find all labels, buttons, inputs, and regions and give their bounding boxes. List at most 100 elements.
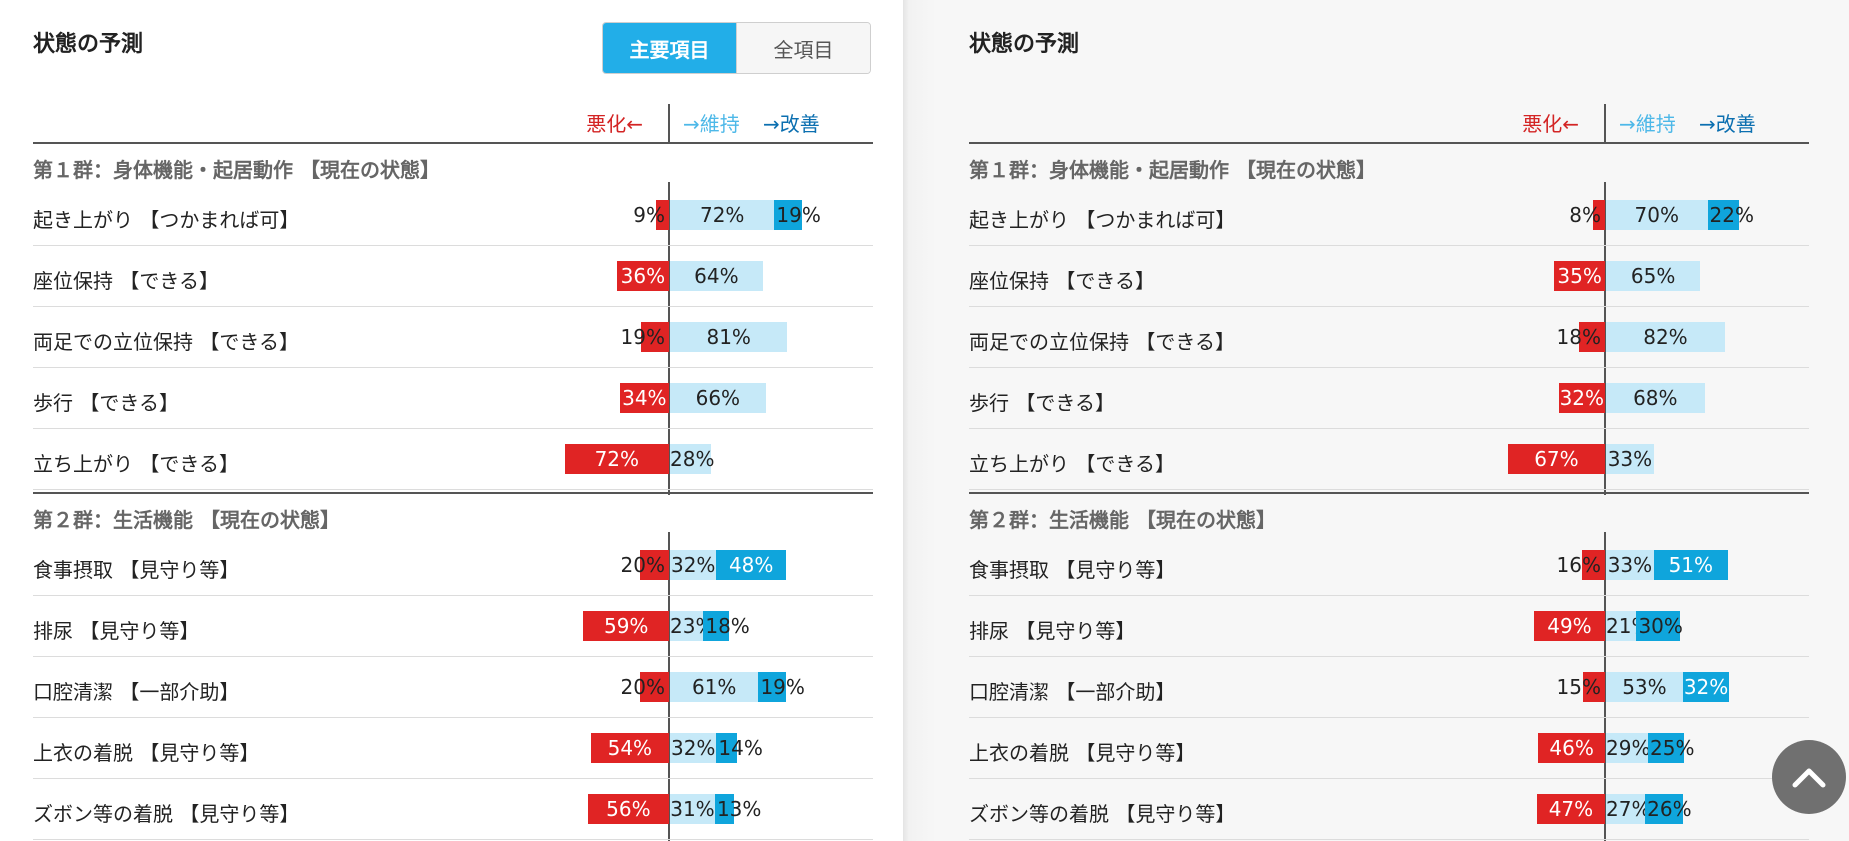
- improve-bar: [1645, 794, 1683, 824]
- maintain-bar: [670, 611, 704, 641]
- legend-axis: [1604, 104, 1606, 142]
- group-top-line: [969, 492, 1809, 494]
- maintain-bar: [1606, 794, 1646, 824]
- row-separator: [969, 367, 1809, 368]
- prediction-row: 排尿 【見守り等】 49% 21% 30%: [969, 597, 1809, 657]
- maintain-bar: [1606, 200, 1708, 230]
- row-separator: [969, 306, 1809, 307]
- row-separator: [33, 656, 873, 657]
- worse-bar: [1507, 444, 1605, 474]
- maintain-value: 66%: [695, 386, 741, 410]
- row-separator: [33, 428, 873, 429]
- worse-value: 46%: [1549, 736, 1594, 760]
- group-header: 第１群：身体機能・起居動作 【現在の状態】: [969, 158, 1376, 182]
- row-label: 両足での立位保持 【できる】: [33, 330, 299, 354]
- worse-bar: [587, 794, 669, 824]
- worse-bar: [655, 200, 669, 230]
- improve-value: 13%: [716, 797, 762, 821]
- prediction-row: 両足での立位保持 【できる】 18% 82%: [969, 308, 1809, 368]
- row-separator: [969, 489, 1809, 490]
- maintain-value: 33%: [1607, 553, 1653, 577]
- row-label: 排尿 【見守り等】: [969, 619, 1136, 643]
- row-separator: [33, 489, 873, 490]
- group-top-line: [33, 142, 873, 144]
- row-separator: [33, 306, 873, 307]
- row-label: 口腔清潔 【一部介助】: [33, 680, 240, 704]
- improve-value: 51%: [1668, 553, 1714, 577]
- improve-bar: [1648, 733, 1685, 763]
- legend-worse: 悪化←: [586, 112, 643, 136]
- main-items-button[interactable]: 主要項目: [603, 23, 736, 73]
- group-top-line: [33, 492, 873, 494]
- worse-bar: [1533, 611, 1605, 641]
- group-header: 第２群：生活機能 【現在の状態】: [969, 508, 1276, 532]
- row-label: 口腔清潔 【一部介助】: [969, 680, 1176, 704]
- row-label: 座位保持 【できる】: [969, 269, 1155, 293]
- maintain-bar: [670, 550, 717, 580]
- worse-bar: [1593, 200, 1605, 230]
- maintain-bar: [670, 672, 759, 702]
- worse-bar: [1578, 322, 1605, 352]
- worse-value: 16%: [1556, 553, 1601, 577]
- maintain-value: 32%: [670, 553, 716, 577]
- worse-value: 34%: [622, 386, 667, 410]
- prediction-row: ズボン等の着脱 【見守り等】 56% 31% 13%: [33, 780, 873, 840]
- worse-bar: [619, 383, 669, 413]
- worse-value: 59%: [603, 614, 649, 638]
- worse-value: 56%: [606, 797, 651, 821]
- maintain-value: 28%: [670, 447, 715, 471]
- maintain-bar: [1606, 550, 1654, 580]
- prediction-row: ズボン等の着脱 【見守り等】 47% 27% 26%: [969, 780, 1809, 840]
- improve-bar: [1707, 200, 1740, 230]
- improve-value: 26%: [1647, 797, 1692, 821]
- group-axis: [1604, 532, 1606, 841]
- worse-value: 54%: [607, 736, 653, 760]
- improve-value: 32%: [1683, 675, 1729, 699]
- improve-value: 19%: [776, 203, 821, 227]
- worse-value: 49%: [1547, 614, 1592, 638]
- worse-value: 35%: [1557, 264, 1602, 288]
- row-separator: [33, 245, 873, 246]
- improve-value: 30%: [1638, 614, 1683, 638]
- prediction-panel-right: 状態の予測 悪化← →維持 →改善 第１群：身体機能・起居動作 【現在の状態】 起き上が…: [936, 0, 1849, 841]
- prediction-row: 座位保持 【できる】 36% 64%: [33, 247, 873, 307]
- prediction-row: 上衣の着脱 【見守り等】 54% 32% 14%: [33, 719, 873, 779]
- maintain-bar: [1606, 444, 1654, 474]
- view-toggle: 主要項目 全項目: [602, 22, 871, 74]
- improve-bar: [716, 733, 737, 763]
- row-label: 起き上がり 【つかまれば可】: [969, 208, 1236, 232]
- row-label: 歩行 【できる】: [33, 391, 179, 415]
- panel-divider: [903, 0, 936, 841]
- prediction-row: 排尿 【見守り等】 59% 23% 18%: [33, 597, 873, 657]
- maintain-bar: [670, 733, 717, 763]
- improve-bar: [1653, 550, 1728, 580]
- prediction-row: 食事摂取 【見守り等】 16% 33% 51%: [969, 536, 1809, 596]
- worse-value: 20%: [620, 675, 665, 699]
- scroll-to-top-button[interactable]: [1772, 740, 1846, 814]
- row-separator: [33, 595, 873, 596]
- worse-bar: [564, 444, 669, 474]
- prediction-row: 歩行 【できる】 34% 66%: [33, 369, 873, 429]
- row-label: 起き上がり 【つかまれば可】: [33, 208, 300, 232]
- prediction-row: 食事摂取 【見守り等】 20% 32% 48%: [33, 536, 873, 596]
- improve-bar: [716, 550, 786, 580]
- group-axis: [668, 532, 670, 841]
- maintain-bar: [1606, 383, 1705, 413]
- maintain-value: 23%: [670, 614, 715, 638]
- chevron-up-icon: [1792, 768, 1826, 788]
- prediction-row: 両足での立位保持 【できる】 19% 81%: [33, 308, 873, 368]
- row-label: ズボン等の着脱 【見守り等】: [969, 802, 1236, 826]
- row-separator: [969, 428, 1809, 429]
- worse-bar: [640, 550, 669, 580]
- worse-value: 32%: [1559, 386, 1605, 410]
- legend-improve: →改善: [1699, 112, 1756, 136]
- legend-maintain: →維持: [683, 112, 740, 136]
- legend-worse: 悪化←: [1522, 112, 1579, 136]
- maintain-value: 81%: [706, 325, 751, 349]
- improve-value: 48%: [728, 553, 774, 577]
- prediction-row: 口腔清潔 【一部介助】 15% 53% 32%: [969, 658, 1809, 718]
- prediction-row: 立ち上がり 【できる】 67% 33%: [969, 430, 1809, 490]
- prediction-row: 座位保持 【できる】 35% 65%: [969, 247, 1809, 307]
- legend-maintain: →維持: [1619, 112, 1676, 136]
- all-items-button[interactable]: 全項目: [736, 23, 870, 73]
